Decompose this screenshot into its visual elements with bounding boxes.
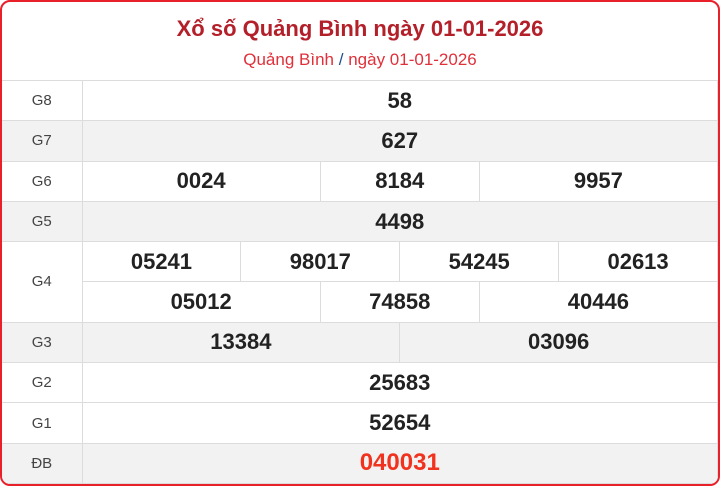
prize-label: G7 [2,120,83,162]
prize-row-g1: G1 52654 [2,402,718,444]
prize-label: G3 [2,321,83,364]
prize-number: 13384 [81,321,401,364]
prize-label: G1 [2,402,83,444]
prize-label: G5 [2,200,83,243]
prize-number: 54245 [399,241,560,283]
prize-number: 40446 [478,281,718,323]
prize-row-g3: G3 13384 03096 [2,321,718,364]
prize-row-g2: G2 25683 [2,362,718,404]
page-title: Xổ số Quảng Bình ngày 01-01-2026 [176,16,544,41]
results-table: G8 58 G7 627 G6 0024 8184 9957 G5 4498 G… [2,79,718,484]
prize-number: 74858 [319,281,480,323]
prize-number: 02613 [558,241,718,283]
prize-label: G4 [2,241,83,323]
prize-row-special: ĐB 040031 [2,442,718,484]
breadcrumb-separator: / [338,50,344,69]
special-prize-number: 040031 [81,442,718,484]
prize-number: 58 [81,79,718,122]
prize-label: G8 [2,79,83,122]
prize-label: G6 [2,160,83,202]
prize-label: ĐB [2,442,83,484]
prize-number: 98017 [240,241,401,283]
prize-number: 9957 [478,160,718,202]
prize-number: 05012 [81,281,321,323]
prize-label: G2 [2,362,83,404]
prize-row-g4-b: 05012 74858 40446 [2,281,718,323]
prize-row-g4: G4 05241 98017 54245 02613 [2,241,718,323]
prize-number: 8184 [319,160,480,202]
prize-row-g7: G7 627 [2,120,718,162]
prize-number: 627 [81,120,718,162]
breadcrumb-date[interactable]: ngày 01-01-2026 [348,50,477,69]
prize-row-g8: G8 58 [2,79,718,122]
prize-number: 05241 [81,241,242,283]
breadcrumb-province[interactable]: Quảng Bình [243,50,334,69]
breadcrumb: Quảng Bình / ngày 01-01-2026 [2,50,718,82]
prize-number: 4498 [81,200,718,243]
prize-number: 25683 [81,362,718,404]
prize-number: 52654 [81,402,718,444]
prize-number: 03096 [399,321,718,364]
prize-row-g5: G5 4498 [2,200,718,243]
prize-row-g6: G6 0024 8184 9957 [2,160,718,202]
prize-number: 0024 [81,160,321,202]
